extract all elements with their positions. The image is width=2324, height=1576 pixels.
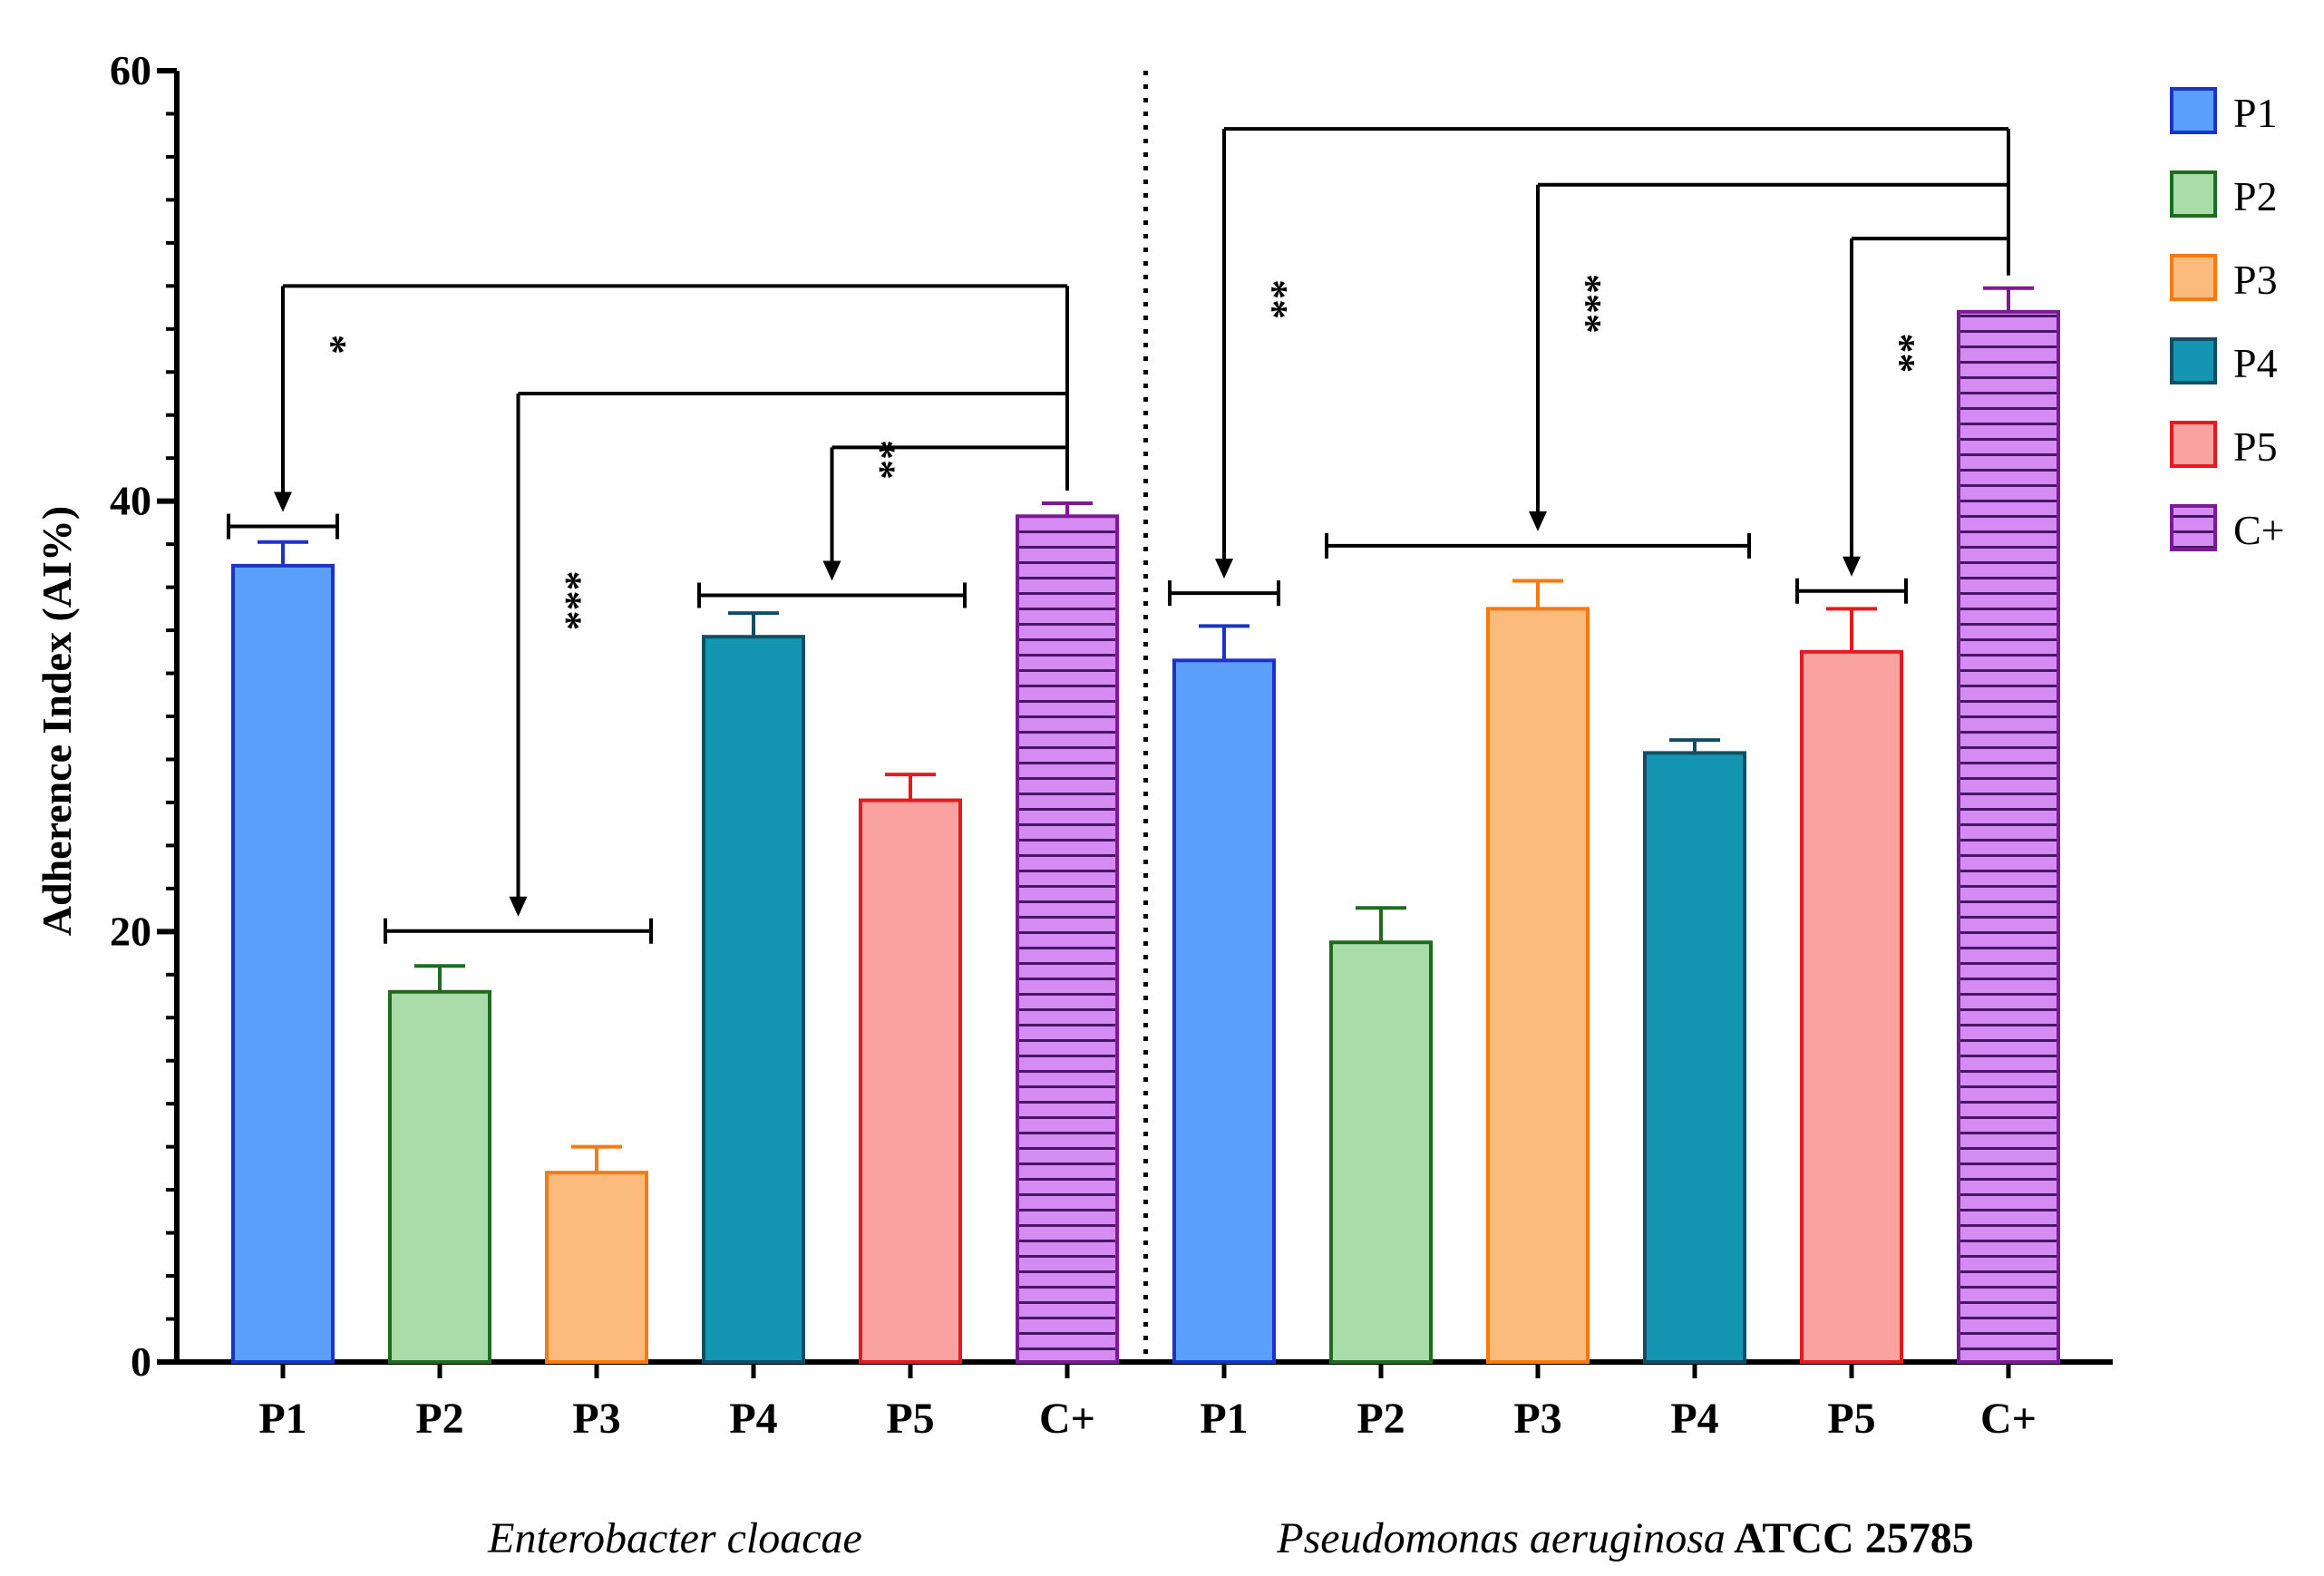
bars-layer: [231, 286, 2060, 1364]
bar-p5-group1: [859, 798, 962, 1364]
significance-label: ***: [546, 570, 590, 630]
x-tick-label: P5: [1827, 1395, 1875, 1443]
bar-p3-group2: [1486, 607, 1590, 1364]
arrow-head: [1215, 559, 1233, 579]
x-tick-label: P3: [1513, 1395, 1561, 1443]
x-tick-label: P2: [415, 1395, 463, 1443]
x-tick-label: P2: [1356, 1395, 1405, 1443]
arrow-head: [509, 896, 528, 917]
bar-p3-group1: [545, 1171, 648, 1364]
x-tick-label: P5: [886, 1395, 934, 1443]
legend-swatch-cplus: [2170, 504, 2217, 551]
arrow-head: [822, 560, 841, 581]
arrow-head: [274, 491, 292, 512]
legend-layer: P1 P2 P3 P4 P5 C+: [2170, 87, 2285, 553]
x-tick-label: P3: [572, 1395, 620, 1443]
legend-label: P5: [2233, 423, 2278, 470]
significance-label: **: [1251, 279, 1296, 319]
bar-p2-group1: [388, 989, 491, 1364]
bar-p1-group1: [231, 563, 335, 1364]
group-label-1: Enterobacter cloacae: [487, 1514, 862, 1562]
bar-p1-group2: [1172, 658, 1276, 1364]
y-tick-label: 60: [110, 47, 151, 93]
y-tick-label: 40: [110, 478, 151, 524]
legend-swatch-p3: [2170, 254, 2217, 301]
significance-label: ***: [1565, 274, 1609, 334]
y-axis-title: Adherence Index (AI%): [34, 506, 80, 936]
axes-layer: 0 20 40 60 Adherence Index (AI%) P1 P2 P3 P4 P5 C+…: [34, 47, 2113, 1562]
x-tick-label: C+: [1980, 1395, 2037, 1443]
significance-label: **: [860, 440, 904, 480]
x-tick-label: P4: [1670, 1395, 1718, 1443]
arrow-head: [1843, 556, 1861, 577]
legend-swatch-p1: [2170, 87, 2217, 134]
significance-layer: ******** *****: [227, 127, 2010, 944]
x-tick-label: C+: [1039, 1395, 1095, 1443]
bar-p4-group1: [702, 635, 805, 1364]
x-tick-label: P4: [729, 1395, 777, 1443]
x-tick-label: P1: [258, 1395, 306, 1443]
y-tick-label: 20: [110, 908, 151, 954]
legend-swatch-p2: [2170, 170, 2217, 218]
group-label-2: Pseudomonas aeruginosa ATCC 25785: [1276, 1514, 1973, 1562]
significance-label: **: [1879, 333, 1923, 373]
legend-label: P3: [2233, 257, 2278, 303]
bar-p2-group2: [1329, 940, 1433, 1364]
legend-label: P1: [2233, 90, 2278, 136]
group-label-italic: Pseudomonas aeruginosa: [1276, 1514, 1726, 1562]
group-label-italic: Enterobacter cloacae: [487, 1514, 862, 1562]
x-tick-label: P1: [1200, 1395, 1248, 1443]
significance-label: *: [310, 335, 355, 355]
legend-label: P4: [2233, 340, 2278, 386]
group-label-plain: ATCC 25785: [1726, 1514, 1974, 1562]
bar-cplus-group1: [1016, 514, 1119, 1364]
arrow-head: [1529, 511, 1547, 531]
bar-p5-group2: [1800, 649, 1903, 1364]
legend-label: P2: [2233, 173, 2278, 219]
legend-swatch-p5: [2170, 421, 2217, 468]
y-tick-label: 0: [131, 1338, 151, 1385]
legend-label: C+: [2233, 507, 2285, 553]
bar-p4-group2: [1643, 751, 1746, 1364]
legend-swatch-p4: [2170, 337, 2217, 384]
bar-cplus-group2: [1957, 309, 2060, 1364]
